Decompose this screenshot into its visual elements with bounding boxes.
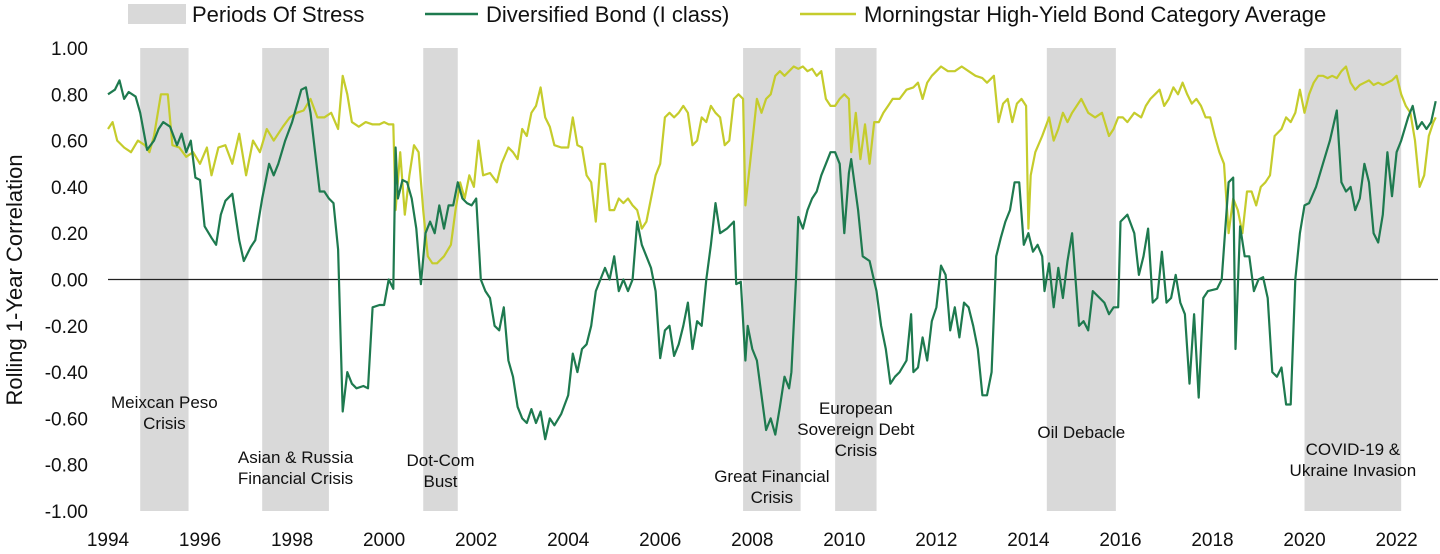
series-line-1 <box>107 65 1437 265</box>
y-tick-label: -0.80 <box>45 456 88 477</box>
stress-annotation-line: Sovereign Debt <box>797 420 914 439</box>
stress-annotation-line: Dot-Com <box>406 451 474 470</box>
y-axis-label: Rolling 1-Year Correlation <box>2 154 27 405</box>
stress-annotation-line: European <box>819 399 893 418</box>
x-tick-label: 1994 <box>87 530 130 551</box>
legend-label-morningstar-hy: Morningstar High-Yield Bond Category Ave… <box>864 2 1326 27</box>
y-tick-label: 0.60 <box>51 132 88 153</box>
series-line-0 <box>107 79 1437 441</box>
chart-legend: Periods Of Stress Diversified Bond (I cl… <box>128 2 1326 27</box>
x-tick-label: 2012 <box>915 530 957 551</box>
stress-annotation-line: Crisis <box>751 488 794 507</box>
stress-annotation-1: Asian & Russia Financial Crisis <box>238 448 354 488</box>
stress-annotation-line: Financial Crisis <box>238 469 353 488</box>
stress-annotation-line: COVID-19 & <box>1306 440 1401 459</box>
stress-annotations: Meixcan Peso Crisis Asian & Russia Financia… <box>111 393 1416 507</box>
x-tick-label: 2018 <box>1191 530 1233 551</box>
stress-annotation-3: Great Financial Crisis <box>714 467 829 507</box>
x-tick-label: 2000 <box>363 530 405 551</box>
stress-annotation-line: Asian & Russia <box>238 448 354 467</box>
stress-annotation-5: Oil Debacle <box>1037 423 1125 442</box>
stress-annotation-line: Oil Debacle <box>1037 423 1125 442</box>
x-tick-label: 2004 <box>547 530 590 551</box>
x-tick-label: 2002 <box>455 530 497 551</box>
stress-annotation-line: Bust <box>423 472 457 491</box>
legend-swatch-stress <box>128 4 186 24</box>
y-tick-label: 1.00 <box>51 39 88 60</box>
y-tick-label: 0.40 <box>51 178 88 199</box>
y-tick-label: -0.60 <box>45 409 88 430</box>
stress-annotation-line: Crisis <box>143 414 186 433</box>
y-tick-label: 0.20 <box>51 224 88 245</box>
stress-annotation-6: COVID-19 & Ukraine Invasion <box>1290 440 1417 480</box>
x-tick-label: 1998 <box>271 530 313 551</box>
legend-label-stress: Periods Of Stress <box>192 2 364 27</box>
x-tick-label: 2022 <box>1375 530 1417 551</box>
stress-annotation-line: Ukraine Invasion <box>1290 461 1417 480</box>
stress-annotation-4: European Sovereign Debt Crisis <box>797 399 914 460</box>
y-tick-label: -0.20 <box>45 317 88 338</box>
x-tick-label: 2020 <box>1283 530 1325 551</box>
x-axis: 1994 1996 1998 2000 2002 2004 2006 2008 2010 2012… <box>87 530 1418 551</box>
y-tick-label: -0.40 <box>45 363 88 384</box>
x-tick-label: 2016 <box>1099 530 1141 551</box>
x-tick-label: 2014 <box>1007 530 1050 551</box>
x-tick-label: 2006 <box>639 530 681 551</box>
y-axis: -1.00 -0.80 -0.60 -0.40 -0.20 0.00 0.20 0.40 0.6… <box>45 39 88 523</box>
y-tick-label: -1.00 <box>45 502 88 523</box>
x-tick-label: 2008 <box>731 530 773 551</box>
series-layer <box>107 65 1437 441</box>
stress-annotation-line: Crisis <box>835 441 878 460</box>
legend-label-diversified-bond: Diversified Bond (I class) <box>486 2 729 27</box>
stress-annotation-line: Great Financial <box>714 467 829 486</box>
x-tick-label: 1996 <box>179 530 221 551</box>
x-tick-label: 2010 <box>823 530 865 551</box>
y-tick-label: 0.80 <box>51 85 88 106</box>
stress-annotation-2: Dot-Com Bust <box>406 451 474 491</box>
stress-annotation-line: Meixcan Peso <box>111 393 218 412</box>
y-tick-label: 0.00 <box>51 271 88 292</box>
stress-annotation-0: Meixcan Peso Crisis <box>111 393 218 433</box>
